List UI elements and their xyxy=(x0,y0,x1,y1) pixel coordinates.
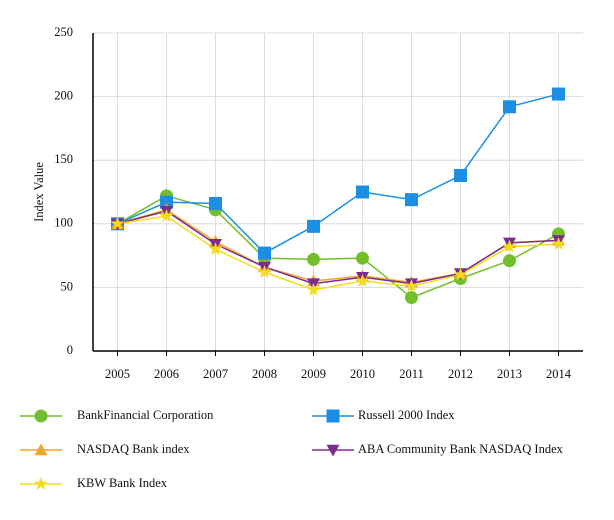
data-point xyxy=(306,282,321,296)
data-point xyxy=(405,291,418,305)
series-line xyxy=(117,195,559,299)
legend-marker xyxy=(34,476,48,490)
data-point xyxy=(552,87,565,101)
x-tick-label: 2013 xyxy=(497,367,522,381)
legend-label: KBW Bank Index xyxy=(77,476,168,490)
series-line xyxy=(117,215,559,291)
legend-marker xyxy=(326,409,340,423)
data-point xyxy=(502,239,517,253)
data-point xyxy=(307,252,320,266)
data-point xyxy=(257,264,272,278)
data-point xyxy=(307,219,320,233)
y-axis-label: Index Value xyxy=(32,162,46,222)
data-point xyxy=(356,185,369,199)
data-point xyxy=(454,168,467,182)
x-tick-label: 2012 xyxy=(448,367,473,381)
y-tick-label: 200 xyxy=(54,88,73,102)
series-line xyxy=(117,208,559,284)
y-tick-label: 250 xyxy=(54,25,73,39)
data-point xyxy=(503,254,516,268)
data-point xyxy=(209,196,222,210)
x-tick-label: 2014 xyxy=(546,367,572,381)
legend-label: ABA Community Bank NASDAQ Index xyxy=(358,442,564,456)
legend-label: Russell 2000 Index xyxy=(358,408,455,422)
data-point xyxy=(160,195,173,209)
legend-label: BankFinancial Corporation xyxy=(77,408,214,422)
y-tick-label: 0 xyxy=(67,343,73,357)
data-point xyxy=(110,216,125,230)
legend-label: NASDAQ Bank index xyxy=(77,442,190,456)
data-point xyxy=(503,100,516,114)
data-point xyxy=(208,242,223,256)
x-tick-label: 2007 xyxy=(203,367,228,381)
legend-marker xyxy=(34,443,48,456)
legend-marker xyxy=(34,409,48,423)
y-tick-label: 150 xyxy=(54,152,73,166)
x-tick-label: 2006 xyxy=(154,367,179,381)
y-tick-label: 100 xyxy=(54,216,73,230)
x-tick-label: 2011 xyxy=(399,367,424,381)
x-tick-label: 2008 xyxy=(252,367,277,381)
data-point xyxy=(159,209,174,222)
x-tick-label: 2005 xyxy=(105,367,130,381)
data-point xyxy=(453,267,468,281)
data-point xyxy=(405,193,418,207)
x-tick-label: 2009 xyxy=(301,367,326,381)
x-tick-label: 2010 xyxy=(350,367,375,381)
series-line xyxy=(117,93,559,254)
legend-marker xyxy=(326,444,340,457)
data-point xyxy=(551,237,566,250)
data-point xyxy=(355,273,370,287)
series-line xyxy=(117,210,559,285)
data-point xyxy=(356,251,369,265)
data-point xyxy=(258,246,271,260)
data-point xyxy=(404,278,419,292)
y-tick-label: 50 xyxy=(61,279,74,293)
